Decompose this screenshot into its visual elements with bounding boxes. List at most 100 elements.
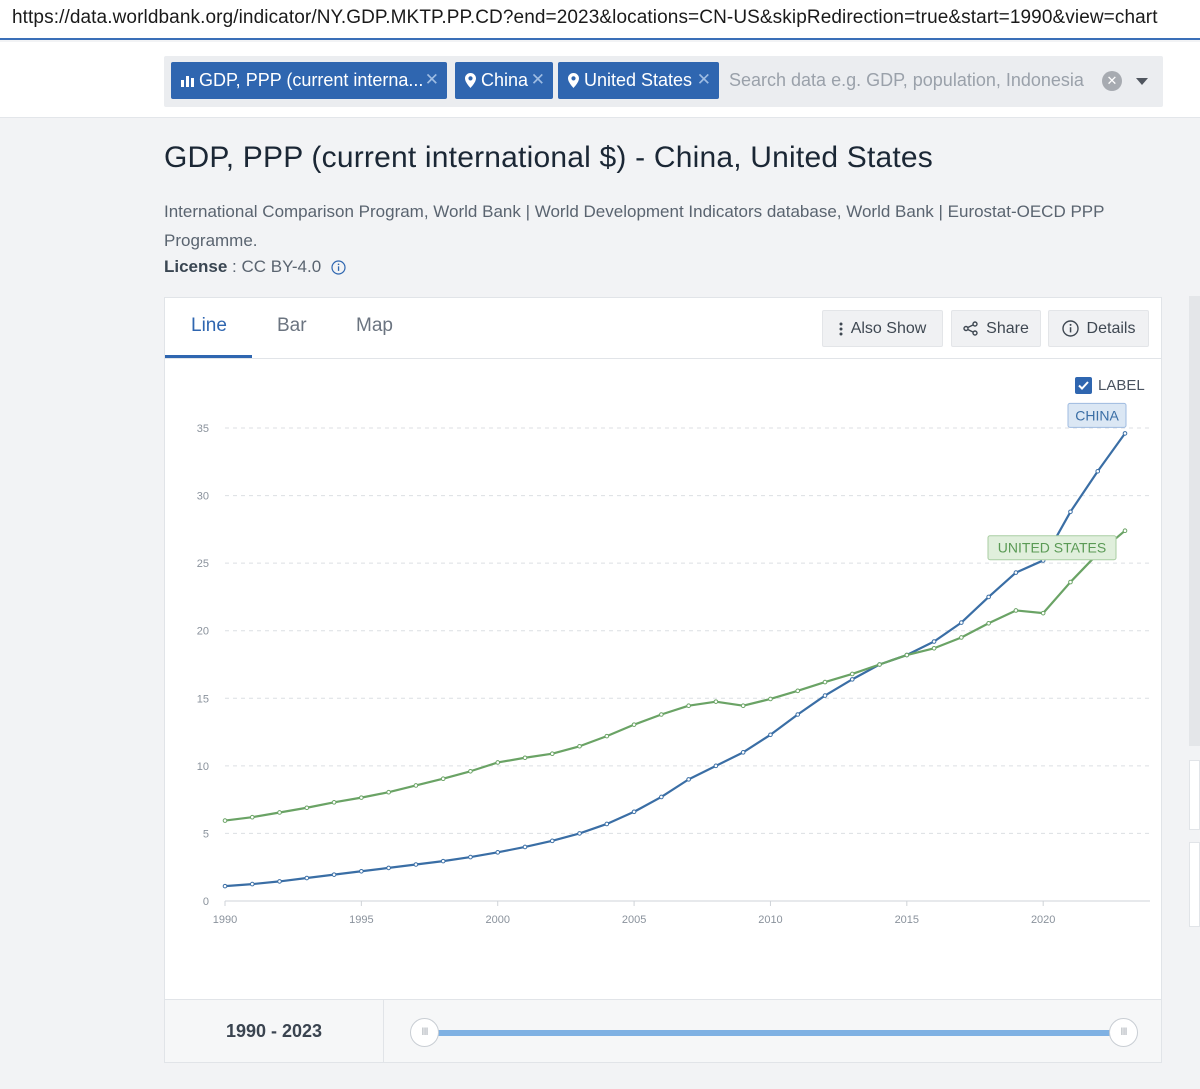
united-states-data-point: [740, 703, 746, 709]
y-tick-label: 5: [203, 828, 209, 840]
slider-start-handle[interactable]: III: [410, 1018, 439, 1047]
y-tick-label: 10: [197, 761, 209, 773]
united-states-data-point: [604, 733, 610, 739]
china-data-point: [849, 677, 855, 682]
china-data-point: [549, 838, 555, 844]
united-states-data-point: [986, 620, 991, 626]
united-states-data-point: [959, 635, 964, 640]
china-data-point: [768, 732, 773, 738]
side-panel-edge: [1189, 760, 1200, 830]
chip-indicator[interactable]: GDP, PPP (current interna... ✕: [171, 62, 447, 99]
china-series-line: [224, 432, 1126, 888]
united-states-data-point: [222, 818, 228, 823]
checkbox-checked-icon[interactable]: [1075, 377, 1092, 394]
x-tick-label: 2000: [485, 914, 509, 926]
united-states-data-point: [849, 671, 855, 677]
y-tick-label: 20: [197, 626, 209, 638]
united-states-data-point: [631, 722, 637, 727]
x-tick-label: 2010: [758, 914, 782, 926]
clear-search-icon[interactable]: ✕: [1102, 71, 1122, 91]
china-data-point: [331, 872, 337, 877]
active-tab-indicator: [165, 355, 252, 358]
info-icon: [1061, 320, 1079, 337]
united-states-data-point: [386, 789, 391, 795]
china-series-label-box: [1067, 402, 1127, 428]
china-data-point: [713, 763, 719, 769]
china-data-point: [413, 862, 419, 867]
chip-china[interactable]: China ✕: [455, 62, 553, 99]
china-data-point: [686, 777, 691, 782]
china-data-point: [304, 875, 310, 881]
license-label: License: [164, 257, 228, 276]
china-data-point: [277, 879, 282, 884]
side-panel-edge: [1189, 842, 1200, 927]
time-range-bar: 1990 - 2023 III III: [165, 999, 1161, 1063]
chart-card: Line Bar Map Also Show Share Details LAB…: [164, 297, 1162, 1063]
china-data-point: [359, 868, 364, 874]
united-states-data-point: [277, 810, 282, 815]
share-label: Share: [986, 319, 1029, 337]
y-tick-label: 35: [197, 423, 209, 435]
united-states-data-point: [1040, 610, 1046, 616]
slider-end-handle[interactable]: III: [1109, 1018, 1138, 1047]
china-data-point: [931, 639, 937, 644]
united-states-data-point: [549, 751, 555, 756]
china-data-point: [577, 831, 582, 836]
y-tick-label: 0: [203, 896, 209, 908]
y-tick-label: 25: [197, 558, 209, 570]
united-states-series-label-text: UNITED STATES: [998, 540, 1106, 556]
united-states-data-point: [931, 645, 937, 651]
china-data-point: [1122, 431, 1128, 436]
china-data-point: [1013, 570, 1019, 575]
china-data-point: [659, 794, 664, 800]
united-states-data-point: [249, 814, 255, 820]
info-icon[interactable]: [331, 259, 346, 275]
chip-remove-icon[interactable]: ✕: [424, 70, 439, 89]
also-show-button[interactable]: Also Show: [822, 310, 943, 347]
year-range-slider[interactable]: [425, 1030, 1123, 1036]
china-data-point: [386, 865, 391, 871]
side-panel-edge: [1189, 296, 1200, 746]
label-toggle[interactable]: LABEL: [1075, 377, 1145, 394]
y-tick-label: 30: [197, 491, 209, 503]
chart-tabs: Line Bar Map Also Show Share Details: [165, 298, 1161, 359]
map-pin-icon: [465, 73, 476, 88]
year-range-label: 1990 - 2023: [165, 1000, 384, 1063]
details-button[interactable]: Details: [1048, 310, 1149, 347]
url-text[interactable]: https://data.worldbank.org/indicator/NY.…: [12, 7, 1158, 28]
chip-remove-icon[interactable]: ✕: [696, 70, 711, 89]
china-data-point: [222, 883, 228, 889]
chip-united-states[interactable]: United States ✕: [558, 62, 719, 99]
china-data-point: [495, 850, 501, 855]
search-input[interactable]: Search data e.g. GDP, population, Indone…: [729, 70, 1084, 90]
china-series-label: CHINA: [1067, 402, 1127, 428]
x-tick-label: 2005: [622, 914, 646, 926]
address-bar[interactable]: https://data.worldbank.org/indicator/NY.…: [0, 0, 1200, 40]
united-states-data-point: [413, 783, 419, 788]
united-states-data-point: [877, 662, 882, 667]
tab-bar[interactable]: Bar: [277, 315, 307, 336]
tab-line[interactable]: Line: [191, 315, 227, 336]
china-data-point: [468, 854, 473, 860]
china-data-point: [740, 750, 746, 755]
chip-label: China: [481, 70, 529, 90]
china-data-point: [795, 712, 801, 717]
line-chart: 0 5 10 15 20 25 30 35 1990 1995 2000 2005 2010 2015 20…: [197, 402, 1150, 926]
chevron-down-icon[interactable]: [1136, 78, 1148, 85]
united-states-data-point: [331, 800, 337, 805]
share-button[interactable]: Share: [951, 310, 1041, 347]
united-states-data-point: [904, 652, 910, 658]
search-box[interactable]: GDP, PPP (current interna... ✕ China ✕ U…: [164, 56, 1163, 107]
united-states-data-point: [440, 776, 446, 781]
united-states-data-point: [659, 712, 664, 717]
chip-label: United States: [584, 70, 693, 90]
united-states-series-line: [224, 529, 1126, 822]
x-tick-label: 2015: [895, 914, 919, 926]
tab-map[interactable]: Map: [356, 315, 393, 336]
china-data-point: [522, 844, 528, 850]
china-data-point: [1068, 509, 1073, 515]
y-tick-label: 15: [197, 693, 209, 705]
chip-label: GDP, PPP (current interna...: [199, 70, 424, 90]
united-states-data-point: [304, 805, 310, 811]
chip-remove-icon[interactable]: ✕: [530, 70, 545, 89]
